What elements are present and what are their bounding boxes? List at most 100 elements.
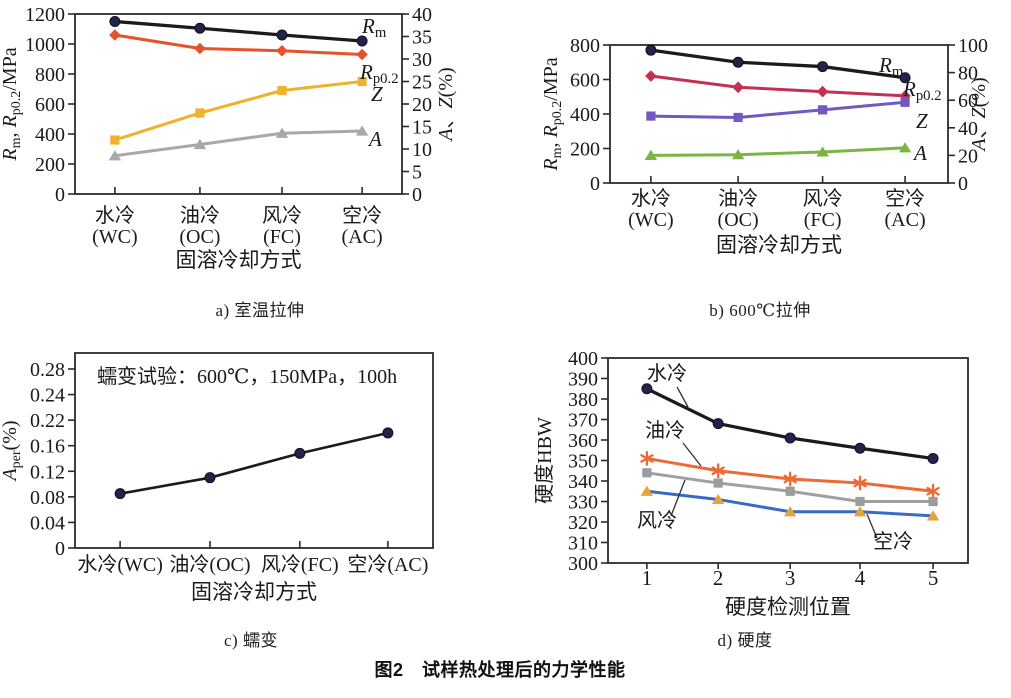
right-y-tick-label: 80	[958, 63, 978, 85]
x-tick-label: 2	[713, 566, 724, 590]
right-y-tick-label: 20	[958, 145, 978, 167]
right-y-tick-label: 5	[412, 162, 422, 184]
caption-c: c) 蠕变	[224, 631, 278, 650]
y-tick-label: 200	[570, 139, 600, 161]
right-y-tick-label: 0	[958, 173, 968, 195]
right-y-tick-label: 40	[412, 4, 432, 26]
y-tick-label: 400	[570, 104, 600, 126]
y-tick-label: 300	[568, 553, 598, 575]
right-y-axis-title: A、Z(%)	[435, 67, 457, 142]
marker-z	[357, 76, 367, 87]
series-line-rp02	[650, 74, 906, 98]
marker-rp02	[645, 70, 657, 82]
x-tick-label: 4	[855, 566, 866, 590]
marker-rp02	[109, 29, 121, 41]
label-leader-line	[682, 442, 702, 467]
marker-a	[644, 149, 658, 160]
y-tick-label: 0.16	[30, 436, 65, 458]
right-y-tick-label: 40	[958, 118, 978, 140]
y-tick-label: 0.22	[30, 410, 65, 432]
series-line-rm	[650, 48, 906, 80]
y-tick-label: 320	[568, 512, 598, 534]
marker-a	[816, 146, 829, 157]
right-y-axis-title: A、Z(%)	[968, 77, 990, 152]
x-tick-label: 1	[642, 566, 653, 590]
x-category-sublabel: (WC)	[628, 209, 674, 231]
plot-frame	[74, 352, 434, 549]
label-leader-line	[676, 386, 689, 408]
chart-panel-a-room-temp-tensile: 0 200 400 600 800 1000 1200 0 5 10 15 20 25 30 35 40 A、Z…	[0, 0, 505, 297]
series-label-air: 空冷	[873, 530, 913, 553]
marker-rp02	[194, 42, 206, 55]
chart-panel-c-creep: 0 0.04 0.08 0.12 0.16 0.22 0.24 0.28 水冷(WC) 油冷(OC…	[0, 330, 505, 665]
x-category-label: 油冷(OC)	[169, 553, 250, 576]
label-leader-line	[670, 479, 686, 517]
y-tick-label: 0	[590, 173, 600, 195]
marker-a	[731, 149, 745, 160]
marker-rm	[817, 61, 829, 73]
marker-rp02	[816, 85, 829, 98]
marker-a	[108, 150, 122, 161]
right-y-tick-label: 15	[412, 117, 432, 139]
y-tick-label: 1200	[25, 4, 65, 26]
right-y-tick-label: 35	[412, 27, 432, 49]
marker-a	[193, 138, 207, 150]
y-tick-label: 330	[568, 492, 598, 514]
right-y-tick-label: 10	[412, 139, 432, 161]
chart-a-canvas: 0200400600800100012000510152025303540A、Z…	[0, 4, 457, 272]
marker-rm	[732, 56, 744, 68]
marker-z	[900, 97, 910, 107]
x-category-label: 油冷	[718, 187, 758, 210]
label-leader-line	[866, 513, 878, 539]
y-tick-label: 380	[568, 389, 598, 411]
right-y-tick-label: 60	[958, 90, 978, 112]
marker-z	[818, 105, 828, 115]
marker-water	[641, 383, 653, 395]
y-tick-label: 0	[55, 184, 65, 206]
x-category-label: 空冷	[342, 204, 382, 227]
y-tick-label: 0.12	[30, 461, 65, 483]
marker-aper	[114, 488, 126, 500]
marker-rm	[356, 35, 368, 47]
marker-wind	[642, 468, 652, 478]
marker-air	[711, 493, 725, 505]
marker-water	[854, 442, 866, 454]
marker-oil	[926, 483, 940, 499]
marker-z	[195, 108, 205, 118]
series-line-rp02	[114, 33, 363, 56]
marker-air	[853, 506, 867, 517]
x-tick-label: 5	[928, 566, 939, 590]
marker-a	[275, 127, 289, 138]
x-category-sublabel: (AC)	[342, 226, 383, 248]
x-axis-title: 固溶冷却方式	[176, 248, 302, 272]
right-y-tick-label: 20	[412, 94, 432, 116]
y-tick-label: 200	[35, 154, 65, 176]
marker-water	[712, 418, 724, 430]
series-label-z: Z	[916, 109, 928, 133]
marker-aper	[294, 447, 306, 459]
marker-a	[898, 142, 912, 153]
right-y-tick-label: 30	[412, 49, 432, 71]
x-category-sublabel: (OC)	[718, 209, 759, 231]
marker-rm	[645, 44, 657, 56]
y-axis-title: Rm, Rp0.2/MPa	[0, 47, 24, 161]
marker-rm	[194, 22, 206, 34]
marker-wind	[713, 478, 723, 488]
x-category-label: 水冷	[95, 204, 135, 227]
y-tick-label: 800	[35, 64, 65, 86]
series-label-water: 水冷	[647, 362, 687, 385]
creep-conditions-annotation: 蠕变试验：600℃，150MPa，100h	[97, 365, 397, 388]
y-tick-label: 400	[35, 124, 65, 146]
y-tick-label: 0.04	[30, 512, 65, 534]
y-tick-label: 800	[570, 35, 600, 57]
x-axis-title: 固溶冷却方式	[191, 580, 317, 604]
marker-oil	[783, 471, 797, 487]
caption-b: b) 600℃拉伸	[709, 301, 811, 320]
x-category-label: 风冷	[803, 187, 843, 210]
y-tick-label: 0.28	[30, 359, 65, 381]
marker-rp02	[732, 81, 744, 94]
x-category-label: 风冷	[262, 204, 302, 227]
y-tick-label: 0.24	[30, 385, 65, 407]
series-label-rm: Rm	[878, 53, 904, 80]
